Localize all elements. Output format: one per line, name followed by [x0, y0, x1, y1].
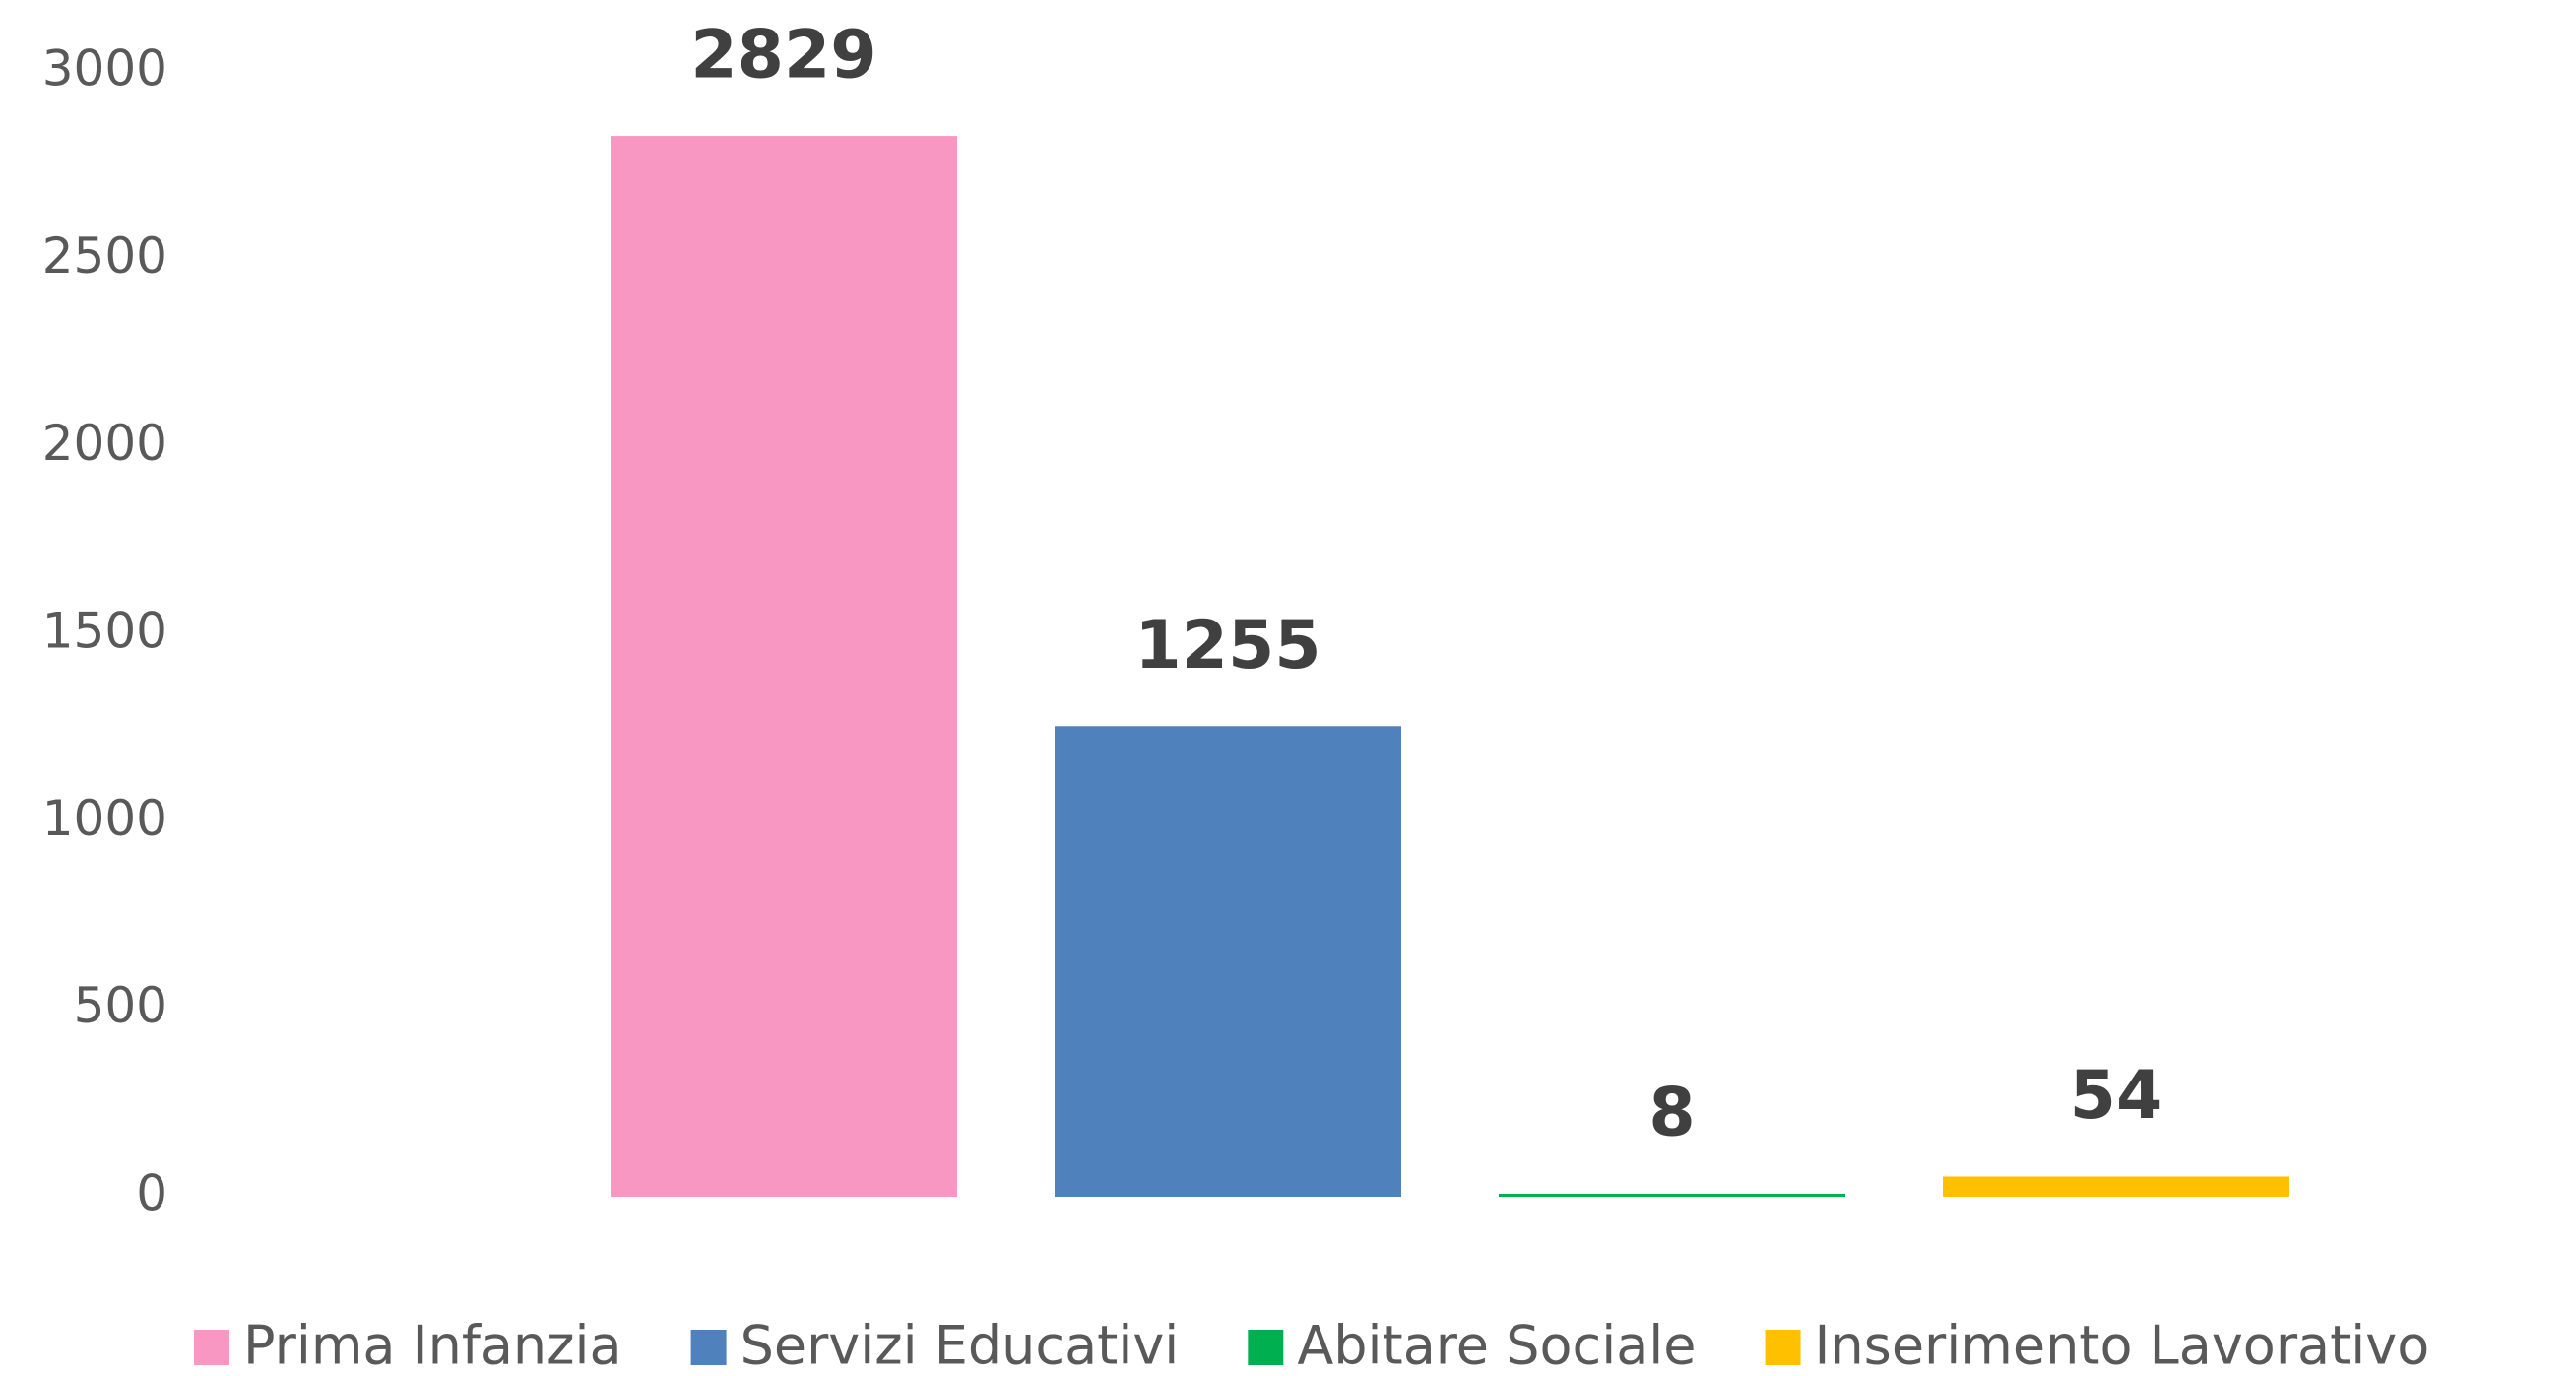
y-tick-label: 1000 — [42, 790, 167, 847]
legend-swatch — [194, 1330, 229, 1365]
y-tick-label: 2000 — [42, 415, 167, 472]
bar — [1055, 726, 1401, 1197]
legend-swatch — [1765, 1330, 1801, 1365]
data-label: 8 — [1648, 1075, 1695, 1152]
bar — [1499, 1193, 1845, 1197]
legend-label: Servizi Educativi — [741, 1315, 1180, 1376]
y-tick-label: 500 — [74, 977, 167, 1034]
legend-label: Prima Infanzia — [243, 1315, 622, 1376]
data-label: 54 — [2070, 1057, 2163, 1135]
legend-swatch — [1248, 1330, 1284, 1365]
legend-label: Inserimento Lavorativo — [1815, 1315, 2430, 1376]
y-tick-label: 2500 — [42, 228, 167, 285]
legend-label: Abitare Sociale — [1297, 1315, 1696, 1376]
data-label: 2829 — [690, 17, 876, 95]
legend-swatch — [690, 1330, 727, 1365]
bar — [611, 136, 957, 1197]
y-tick-label: 0 — [136, 1165, 167, 1222]
data-label: 1255 — [1134, 607, 1320, 685]
bar — [1943, 1176, 2289, 1197]
y-tick-label: 1500 — [42, 603, 167, 660]
y-tick-label: 3000 — [42, 40, 167, 98]
